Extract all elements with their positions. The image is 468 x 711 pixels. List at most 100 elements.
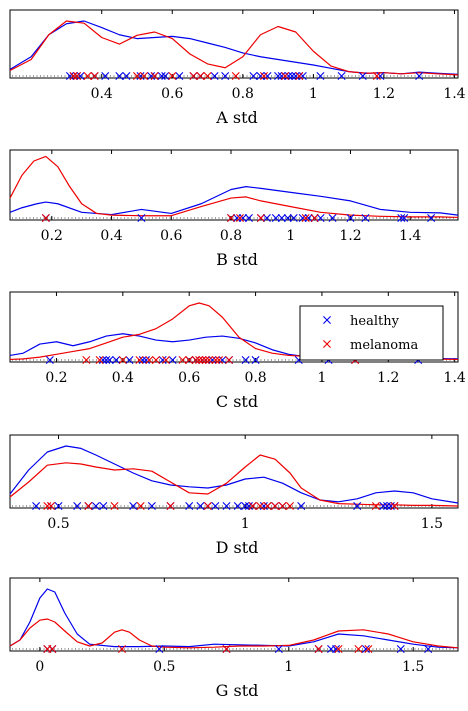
- plot-frame: [9, 577, 459, 652]
- sample-marker-healthy: [397, 214, 406, 222]
- sample-marker-melanoma: [198, 356, 207, 364]
- panel-5: 0 0.5 1 1.5 G std: [9, 577, 459, 700]
- sample-marker-melanoma: [185, 356, 194, 364]
- sample-marker-healthy: [288, 72, 297, 80]
- sample-marker-melanoma: [271, 502, 280, 510]
- sample-marker-melanoma: [278, 502, 287, 510]
- sample-marker-healthy: [65, 72, 74, 80]
- x-tick-label: 1: [286, 228, 295, 244]
- plot-frame: [9, 149, 459, 221]
- x-axis-label: G std: [216, 681, 259, 700]
- sample-marker-healthy: [316, 214, 325, 222]
- sample-marker-healthy: [233, 502, 242, 510]
- sample-marker-healthy: [297, 502, 306, 510]
- sample-marker-healthy: [400, 214, 409, 222]
- sample-marker-healthy: [337, 72, 346, 80]
- sample-marker-healthy: [316, 72, 325, 80]
- legend-label-healthy: healthy: [350, 314, 400, 329]
- sample-marker-healthy: [277, 214, 286, 222]
- sample-marker-melanoma: [136, 502, 145, 510]
- x-tick-label: 0.6: [160, 228, 182, 244]
- sample-marker-healthy: [271, 214, 280, 222]
- legend-marker-melanoma: [323, 340, 331, 348]
- sample-marker-melanoma: [231, 72, 240, 80]
- sample-marker-healthy: [424, 645, 433, 653]
- sample-marker-healthy: [101, 72, 110, 80]
- sample-marker-melanoma: [203, 72, 212, 80]
- sample-marker-healthy: [99, 502, 108, 510]
- sample-marker-melanoma: [301, 214, 310, 222]
- sample-marker-healthy: [263, 72, 272, 80]
- sample-marker-melanoma: [69, 72, 78, 80]
- sample-marker-melanoma: [189, 72, 198, 80]
- sample-marker-melanoma: [73, 72, 82, 80]
- x-tick-label: 1.4: [444, 370, 466, 386]
- sample-marker-healthy: [376, 72, 385, 80]
- sample-marker-melanoma: [281, 72, 290, 80]
- sample-marker-healthy: [158, 356, 167, 364]
- sample-marker-melanoma: [178, 356, 187, 364]
- panel-2: 0.2 0.4 0.6 0.8 1 1.2 1.4 B std: [9, 149, 459, 269]
- sample-marker-healthy: [361, 214, 370, 222]
- x-tick-label: 1: [241, 516, 250, 532]
- panel-4: 0.5 1 1.5 D std: [9, 434, 459, 557]
- sample-marker-melanoma: [118, 645, 126, 653]
- sample-marker-healthy: [262, 214, 271, 222]
- sample-marker-healthy: [284, 72, 293, 80]
- sample-marker-healthy: [251, 356, 260, 364]
- sample-marker-healthy: [277, 72, 286, 80]
- sample-marker-healthy: [129, 502, 138, 510]
- sample-marker-healthy: [353, 502, 362, 510]
- sample-marker-healthy: [125, 356, 134, 364]
- x-tick-label: 1.2: [339, 228, 361, 244]
- sample-marker-healthy: [105, 356, 114, 364]
- sample-marker-healthy: [358, 72, 367, 80]
- sample-marker-melanoma: [263, 502, 272, 510]
- x-tick-label: 1: [284, 659, 293, 675]
- sample-marker-healthy: [138, 356, 147, 364]
- sample-marker-melanoma: [152, 356, 161, 364]
- sample-marker-healthy: [328, 214, 337, 222]
- sample-marker-healthy: [161, 72, 170, 80]
- x-tick-label: 0: [35, 659, 44, 675]
- sample-marker-healthy: [244, 502, 253, 510]
- sample-marker-healthy: [112, 356, 121, 364]
- x-tick-label: 1.4: [443, 86, 465, 102]
- sample-marker-healthy: [259, 502, 268, 510]
- sample-marker-healthy: [218, 356, 227, 364]
- sample-marker-healthy: [115, 72, 124, 80]
- sample-marker-healthy: [32, 502, 41, 510]
- sample-marker-healthy: [147, 502, 156, 510]
- sample-marker-melanoma: [222, 645, 231, 653]
- sample-marker-melanoma: [334, 645, 343, 653]
- x-axis-label: B std: [216, 250, 258, 269]
- sample-marker-healthy: [283, 214, 292, 222]
- sample-marker-healthy: [98, 356, 107, 364]
- x-tick-label: 0.8: [244, 370, 266, 386]
- sample-marker-healthy: [122, 72, 131, 80]
- sample-marker-melanoma: [95, 356, 104, 364]
- sample-marker-melanoma: [47, 502, 56, 510]
- sample-marker-melanoma: [286, 502, 294, 510]
- sample-marker-healthy: [249, 72, 258, 80]
- sample-marker-healthy: [361, 645, 370, 653]
- panel-1: 0.4 0.6 0.8 1 1.2 1.4 A std: [9, 9, 466, 127]
- sample-marker-melanoma: [295, 72, 304, 80]
- sample-marker-healthy: [221, 72, 230, 80]
- density-curve-melanoma: [9, 454, 459, 507]
- sample-marker-melanoma: [191, 356, 200, 364]
- sample-marker-melanoma: [118, 356, 127, 364]
- sample-marker-healthy: [222, 502, 231, 510]
- sample-marker-melanoma: [110, 502, 119, 510]
- plot-frame: [9, 9, 459, 79]
- sample-marker-healthy: [196, 502, 205, 510]
- x-tick-label: 1.4: [399, 228, 421, 244]
- sample-marker-healthy: [244, 214, 253, 222]
- sample-marker-healthy: [241, 356, 250, 364]
- sample-marker-melanoma: [371, 502, 380, 510]
- sample-marker-melanoma: [90, 72, 99, 80]
- legend-box: [299, 305, 444, 361]
- sample-marker-melanoma: [364, 645, 373, 653]
- sample-marker-healthy: [45, 356, 54, 364]
- sample-marker-healthy: [137, 214, 146, 222]
